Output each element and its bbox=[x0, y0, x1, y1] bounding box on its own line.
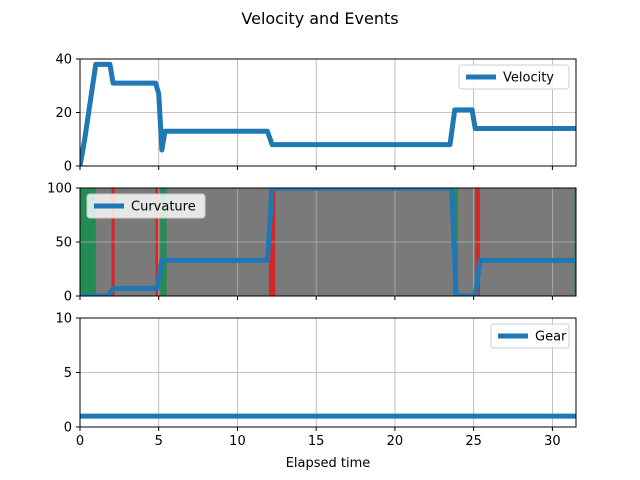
panel-curvature: 0 50 100 Curvature bbox=[47, 182, 577, 305]
legend-box bbox=[86, 193, 206, 219]
panel-gear: 0 5 10 0 5 10 15 20 25 30 Gear bbox=[55, 312, 577, 449]
legend-label: Gear bbox=[535, 330, 567, 345]
x-axis-label: Elapsed time bbox=[286, 456, 371, 471]
y-tick-label: 0 bbox=[64, 160, 72, 175]
x-tick-label: 25 bbox=[465, 434, 482, 449]
y-tick-label: 0 bbox=[64, 290, 72, 305]
y-tick-label: 50 bbox=[55, 236, 72, 251]
x-tick-label: 0 bbox=[76, 434, 84, 449]
panel-velocity: 0 20 40 Velocity bbox=[55, 53, 577, 175]
legend-label: Curvature bbox=[131, 200, 196, 215]
y-tick-label: 100 bbox=[47, 182, 72, 197]
legend-label: Velocity bbox=[503, 71, 554, 86]
x-tick-label: 15 bbox=[308, 434, 325, 449]
x-tick-label: 30 bbox=[544, 434, 561, 449]
y-tick-label: 20 bbox=[55, 106, 72, 121]
y-tick-label: 5 bbox=[64, 366, 72, 381]
x-tick-label: 5 bbox=[155, 434, 163, 449]
y-tick-label: 40 bbox=[55, 53, 72, 68]
x-tick-label: 20 bbox=[387, 434, 404, 449]
series-line-curvature bbox=[80, 188, 576, 296]
legend-box bbox=[490, 323, 570, 349]
y-tick-label: 0 bbox=[64, 421, 72, 436]
series-line-velocity bbox=[80, 61, 576, 166]
legend-velocity: Velocity bbox=[458, 64, 570, 90]
legend-curvature: Curvature bbox=[86, 193, 206, 219]
figure-title: Velocity and Events bbox=[241, 9, 398, 28]
legend-gear: Gear bbox=[490, 323, 570, 349]
y-tick-label: 10 bbox=[55, 312, 72, 327]
legend-box bbox=[458, 64, 570, 90]
x-tick-label: 10 bbox=[229, 434, 246, 449]
